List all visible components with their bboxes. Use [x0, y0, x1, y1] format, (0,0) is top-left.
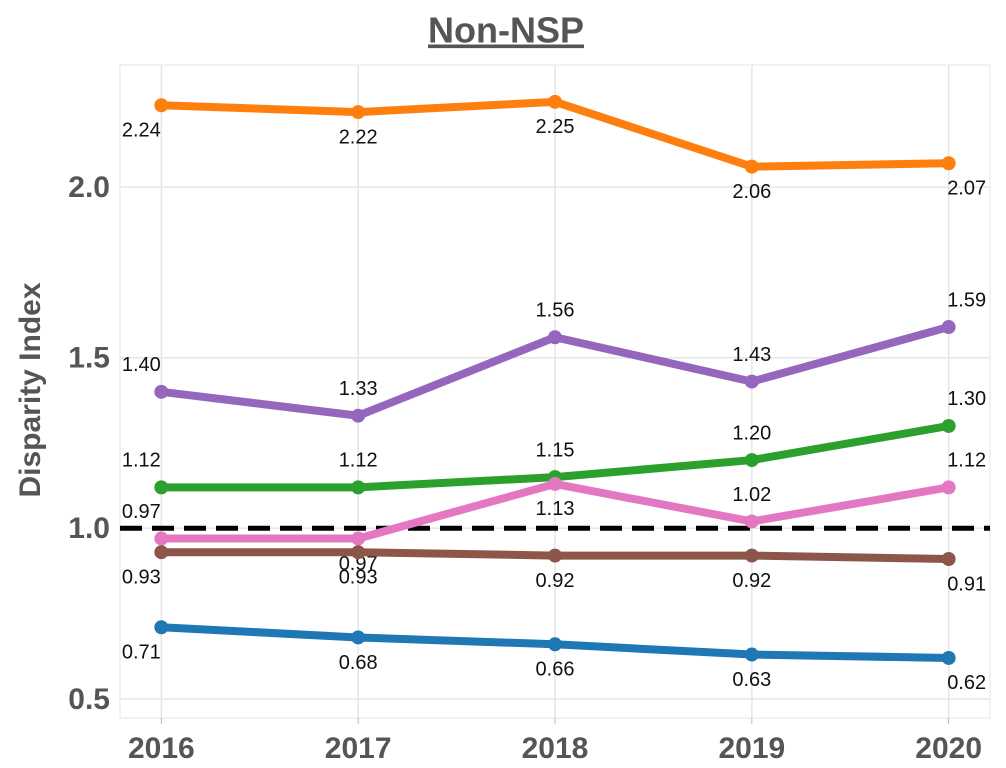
value-label: 1.20: [732, 422, 771, 444]
value-label: 0.71: [122, 642, 161, 664]
value-label: 0.66: [536, 659, 575, 681]
point: [351, 545, 366, 560]
x-tick-label: 2020: [915, 732, 982, 765]
point: [744, 514, 759, 529]
value-label: 2.25: [536, 116, 575, 138]
value-label: 0.91: [947, 573, 986, 595]
point: [351, 630, 366, 645]
x-tick-label: 2016: [128, 732, 195, 765]
point: [744, 159, 759, 174]
x-tick-label: 2017: [325, 732, 392, 765]
value-label: 1.15: [536, 439, 575, 461]
y-tick-label: 1.5: [68, 342, 110, 375]
value-label: 1.13: [536, 498, 575, 520]
point: [941, 650, 956, 665]
point: [154, 98, 169, 113]
point: [744, 647, 759, 662]
value-label: 0.93: [339, 566, 378, 588]
y-axis-label: Disparity Index: [14, 282, 47, 497]
point: [351, 408, 366, 423]
point: [548, 330, 562, 345]
value-label: 1.43: [732, 344, 771, 366]
point: [154, 545, 169, 560]
point: [351, 480, 366, 495]
value-label: 0.68: [339, 652, 378, 674]
value-label: 0.93: [122, 566, 161, 588]
point: [548, 94, 562, 109]
point: [548, 637, 562, 652]
point: [744, 453, 759, 468]
value-label: 2.06: [732, 181, 771, 203]
point: [548, 548, 562, 563]
chart-title: Non-NSP: [428, 10, 584, 51]
value-label: 0.62: [947, 672, 986, 694]
value-label: 0.92: [732, 570, 771, 592]
value-label: 1.33: [339, 378, 378, 400]
value-label: 1.02: [732, 484, 771, 506]
value-label: 2.07: [947, 178, 986, 200]
point: [744, 548, 759, 563]
point: [154, 531, 169, 546]
value-label: 2.24: [122, 120, 161, 142]
value-label: 1.59: [947, 289, 986, 311]
point: [744, 374, 759, 389]
value-label: 0.97: [339, 553, 378, 575]
value-label: 1.12: [339, 450, 378, 472]
value-label: 2.22: [339, 126, 378, 148]
point: [941, 480, 956, 495]
value-label: 1.40: [122, 354, 161, 376]
point: [154, 480, 169, 495]
point: [154, 384, 169, 399]
value-label: 0.63: [732, 669, 771, 691]
y-tick-label: 0.5: [68, 683, 110, 716]
point: [941, 156, 956, 171]
value-label: 1.12: [122, 450, 161, 472]
point: [941, 418, 956, 433]
value-label: 1.56: [536, 300, 575, 322]
value-label: 0.97: [122, 501, 161, 523]
point: [154, 620, 169, 635]
x-tick-label: 2019: [718, 732, 785, 765]
point: [548, 476, 562, 491]
point: [941, 552, 956, 567]
value-label: 1.30: [947, 388, 986, 410]
x-tick-label: 2018: [522, 732, 589, 765]
y-tick-label: 1.0: [68, 512, 110, 545]
point: [351, 105, 366, 120]
point: [941, 320, 956, 335]
point: [351, 531, 366, 546]
value-label: 1.12: [947, 450, 986, 472]
value-label: 0.92: [536, 570, 575, 592]
y-tick-label: 2.0: [68, 171, 110, 204]
